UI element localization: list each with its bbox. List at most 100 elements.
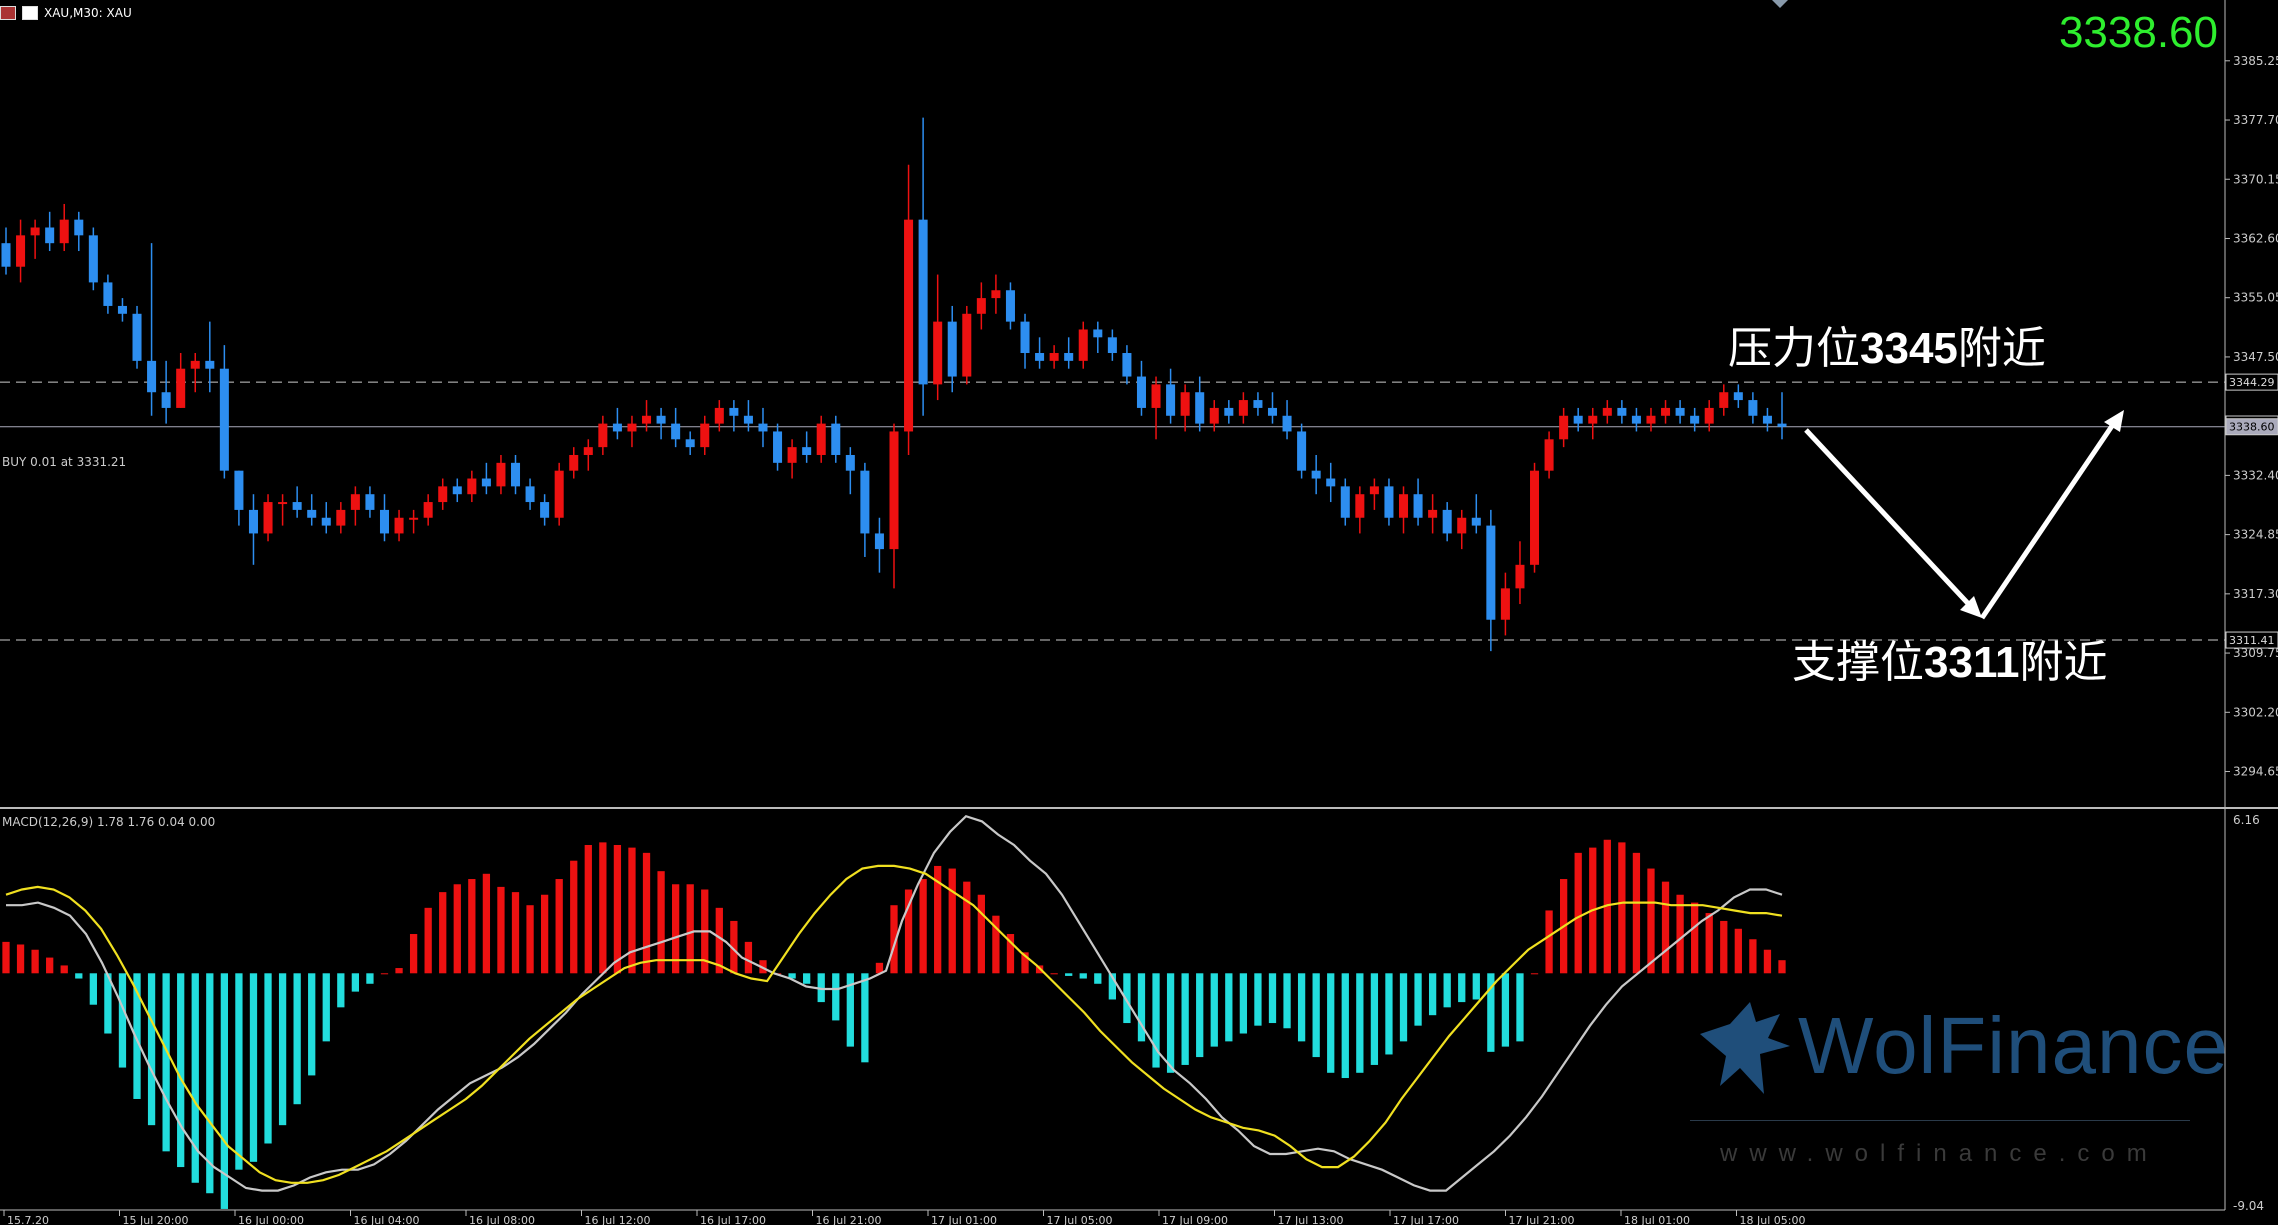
candle-body [1195, 392, 1205, 424]
candle-body [1384, 486, 1394, 518]
candle-body [525, 486, 535, 503]
macd-histogram-bar [1239, 973, 1248, 1034]
macd-histogram-bar [264, 973, 272, 1144]
macd-histogram-bar [104, 973, 112, 1034]
macd-panel: 6.16 -9.04 [2, 813, 2264, 1213]
macd-histogram-bar [890, 905, 898, 974]
candle-body [583, 447, 593, 455]
support-label: 支撑位3311附近 [1792, 626, 2107, 690]
candle-body [787, 447, 797, 463]
candle-body [627, 423, 637, 432]
macd-histogram-bar [1094, 973, 1102, 984]
candle-body [1326, 478, 1336, 487]
candle-body [30, 227, 40, 236]
macd-histogram-bar [206, 973, 214, 1194]
price-tick-label: 3355.05 [2233, 291, 2278, 305]
time-tick-label: 17 Jul 01:00 [931, 1214, 997, 1225]
candles [1, 117, 1787, 652]
time-tick-label: 17 Jul 17:00 [1393, 1214, 1459, 1225]
macd-histogram-bar [540, 894, 549, 974]
price-tag-label: 3344.29 [2229, 376, 2275, 389]
macd-histogram-bar [1501, 973, 1510, 1047]
macd-histogram-bar [1574, 852, 1582, 974]
candle-body [1340, 486, 1350, 518]
macd-histogram-bar [628, 847, 636, 974]
candle-body [918, 219, 928, 385]
candle-body [904, 219, 914, 432]
macd-histogram-bar [1021, 952, 1029, 974]
candle-body [598, 423, 608, 448]
macd-histogram-bar [1487, 973, 1495, 1052]
candle-body [263, 502, 273, 534]
price-tick-label: 3302.20 [2233, 705, 2278, 719]
candle-body [758, 423, 768, 432]
candle-body [452, 486, 462, 495]
candle-body [845, 454, 855, 471]
candle-body [45, 227, 55, 244]
candle-body [1413, 494, 1423, 518]
macd-histogram-bar [133, 973, 141, 1099]
candle-body [671, 423, 681, 440]
watermark-name: WolFinance [1798, 1001, 2229, 1090]
candle-body [350, 494, 360, 510]
time-tick-label: 15 Jul 20:00 [123, 1214, 189, 1225]
macd-histogram-bar [1065, 973, 1073, 976]
candle-body [1355, 494, 1365, 518]
macd-histogram-bar [919, 879, 927, 974]
macd-histogram-bar [308, 973, 316, 1076]
macd-histogram-bar [60, 965, 68, 974]
macd-histogram-bar [1166, 973, 1175, 1073]
macd-histogram-bar [1137, 973, 1146, 1042]
down-arrow-line [1804, 428, 1978, 614]
chart-symbol-title: XAU,M30: XAU [44, 6, 132, 20]
macd-histogram-bar [1691, 902, 1699, 974]
price-tick-label: 3385.25 [2233, 54, 2278, 68]
macd-histogram-bar [1297, 973, 1306, 1042]
candle-body [1398, 494, 1409, 518]
candle-body [1588, 415, 1598, 424]
macd-histogram-bar [1647, 868, 1655, 974]
candle-body [947, 321, 957, 377]
macd-histogram-bar [89, 973, 97, 1005]
time-tick-label: 17 Jul 09:00 [1162, 1214, 1228, 1225]
time-tick-label: 18 Jul 01:00 [1624, 1214, 1690, 1225]
candle-body [336, 509, 346, 526]
chart-menu-icon[interactable] [0, 6, 16, 20]
candle-body [292, 502, 302, 510]
macd-histogram-bar [1181, 973, 1189, 1065]
candle-body [1369, 486, 1379, 495]
support-prefix: 支撑位 [1792, 637, 1924, 688]
macd-histogram-bar [803, 973, 811, 984]
candle-body [1311, 470, 1321, 479]
candle-body [656, 415, 666, 424]
wolf-logo-icon [1700, 1002, 1790, 1094]
up-arrow-head [2104, 410, 2124, 432]
candle-body [16, 235, 26, 267]
time-tick-label: 17 Jul 21:00 [1509, 1214, 1575, 1225]
candle-body [1530, 470, 1540, 565]
candle-body [1442, 509, 1452, 534]
macd-histogram-bar [1108, 973, 1116, 1000]
macd-histogram-bar [424, 907, 432, 974]
macd-histogram-bar [31, 949, 39, 974]
candle-body [1500, 588, 1510, 620]
candle-body [1020, 321, 1030, 354]
candle-body [1617, 407, 1627, 416]
macd-histogram-bar [1225, 973, 1233, 1042]
macd-histogram-bar [613, 844, 622, 974]
candle-body [933, 321, 943, 385]
macd-histogram-bar [497, 886, 505, 974]
candle-body [1107, 337, 1117, 354]
candle-body [860, 470, 870, 534]
macd-histogram-bar [1327, 973, 1335, 1073]
candle-body [1631, 415, 1641, 424]
candle-body [176, 368, 186, 408]
candle-body [685, 439, 695, 448]
macd-histogram-bar [977, 894, 985, 974]
price-tick-label: 3294.65 [2233, 765, 2278, 779]
macd-histogram-bar [395, 968, 403, 974]
macd-histogram-bar [1414, 973, 1422, 1026]
candle-body [962, 313, 972, 377]
macd-histogram-bar [686, 884, 694, 974]
price-tick-label: 3347.50 [2233, 350, 2278, 364]
